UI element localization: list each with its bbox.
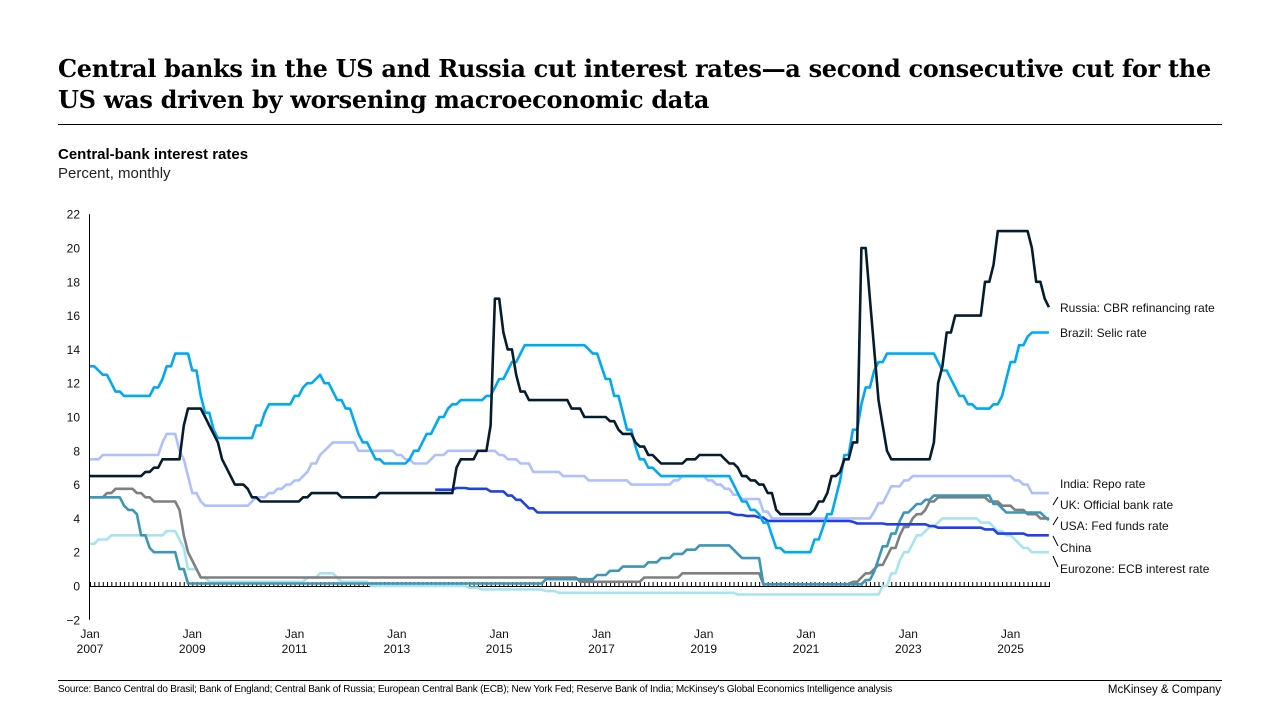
y-tick-label: 14 [67, 343, 81, 357]
x-tick-year: 2025 [997, 642, 1024, 656]
series-label: Russia: CBR refinancing rate [1060, 301, 1215, 315]
y-tick-label: 12 [67, 377, 81, 391]
x-tick-month: Jan [694, 627, 713, 641]
x-tick-year: 2019 [690, 642, 717, 656]
x-tick-year: 2007 [77, 642, 104, 656]
x-tick-year: 2015 [486, 642, 513, 656]
series-label: China [1060, 541, 1092, 555]
y-tick-label: 18 [67, 275, 81, 289]
y-tick-label: 8 [73, 444, 80, 458]
x-tick-month: Jan [285, 627, 304, 641]
y-tick-label: 10 [67, 411, 81, 425]
x-tick-month: Jan [387, 627, 406, 641]
y-tick-label: 20 [67, 242, 81, 256]
series-label: Eurozone: ECB interest rate [1060, 562, 1210, 576]
series-label: USA: Fed funds rate [1060, 519, 1169, 533]
brand-name: McKinsey & Company [1107, 684, 1221, 696]
series-labels: Russia: CBR refinancing rate Brazil: Seli… [1052, 301, 1215, 576]
label-connector [1052, 535, 1059, 547]
page-title: Central banks in the US and Russia cut i… [58, 54, 1211, 114]
series-lines [90, 229, 1051, 596]
x-tick-month: Jan [796, 627, 815, 641]
series-label: Brazil: Selic rate [1060, 326, 1147, 340]
series-line-uk [90, 487, 1049, 586]
y-tick-label: 2 [73, 546, 80, 560]
series-line-usa [90, 494, 1050, 586]
label-connector [1052, 516, 1059, 526]
x-tick-year: 2023 [895, 642, 922, 656]
series-line-russia [90, 229, 1051, 516]
chart-unit-note: Percent, monthly [58, 165, 171, 182]
y-tick-label: 16 [67, 309, 81, 323]
y-tick-label: 0 [73, 580, 80, 594]
series-line-eurozone [90, 517, 1049, 596]
x-tick-month: Jan [592, 627, 611, 641]
axes: −20246810121416182022Jan2007Jan2009Jan20… [66, 208, 1050, 656]
series-line-china [435, 486, 1049, 537]
y-tick-label: −2 [66, 613, 80, 627]
x-tick-year: 2021 [793, 642, 820, 656]
x-tick-year: 2009 [179, 642, 206, 656]
x-tick-month: Jan [489, 627, 508, 641]
series-label: UK: Official bank rate [1060, 498, 1173, 512]
y-tick-label: 6 [73, 478, 80, 492]
series-line-india [90, 432, 1049, 520]
y-tick-label: 22 [67, 208, 81, 222]
series-line-brazil [90, 331, 1049, 554]
x-tick-month: Jan [899, 627, 918, 641]
x-tick-year: 2017 [588, 642, 615, 656]
title-divider [58, 124, 1222, 125]
series-label: India: Repo rate [1060, 477, 1146, 491]
y-tick-label: 4 [73, 512, 80, 526]
label-connector [1052, 555, 1059, 568]
x-tick-month: Jan [80, 627, 99, 641]
chart-title: Central-bank interest rates [58, 146, 249, 163]
x-tick-year: 2011 [282, 642, 308, 656]
footer-divider [58, 680, 1222, 681]
label-connector [1052, 496, 1059, 506]
x-tick-month: Jan [1001, 627, 1020, 641]
source-note: Source: Banco Central do Brasil; Bank of… [58, 684, 892, 695]
x-tick-month: Jan [183, 627, 202, 641]
x-tick-year: 2013 [384, 642, 411, 656]
